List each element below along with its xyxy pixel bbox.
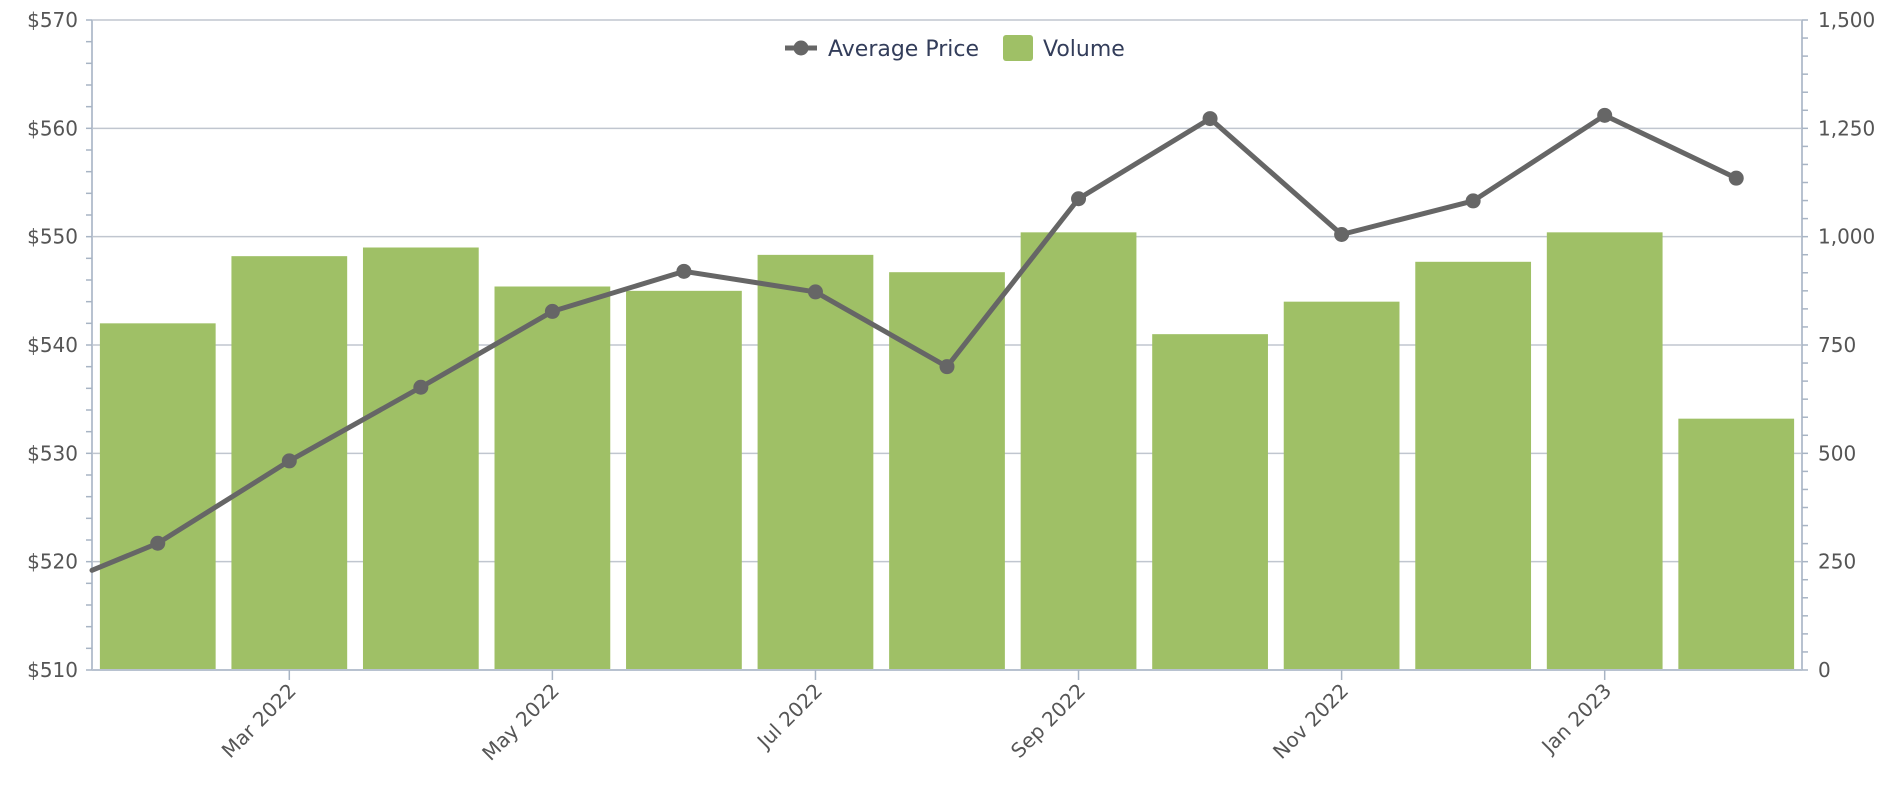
volume-bar [1546, 232, 1663, 671]
average-price-line [89, 107, 1744, 573]
right-y-tick-label: 0 [1818, 658, 1831, 682]
legend-item-volume[interactable]: Volume [1003, 35, 1125, 62]
average-price-point [544, 303, 560, 319]
legend-bar-swatch [1003, 35, 1033, 61]
volume-bar [626, 290, 742, 670]
right-y-tick-label: 250 [1818, 550, 1856, 574]
volume-bar [1415, 261, 1532, 670]
volume-bar [1678, 418, 1795, 670]
left-y-tick-label: $510 [27, 658, 78, 682]
average-price-point [1202, 111, 1218, 127]
average-price-point [1597, 107, 1613, 123]
average-price-point [939, 359, 955, 375]
volume-bars [99, 232, 1795, 671]
left-y-tick-label: $570 [27, 8, 78, 32]
average-price-point [1071, 191, 1087, 207]
left-y-tick-label: $540 [27, 333, 78, 357]
volume-bar [1152, 334, 1268, 670]
x-tick-label: Jan 2023 [1536, 679, 1617, 760]
average-price-point [150, 535, 166, 551]
volume-bar [494, 286, 611, 670]
right-y-tick-label: 1,000 [1818, 225, 1875, 249]
right-y-tick-label: 1,500 [1818, 8, 1875, 32]
legend-marker [793, 40, 809, 56]
volume-bar [99, 323, 216, 670]
left-y-tick-label: $520 [27, 550, 78, 574]
average-price-point [413, 379, 429, 395]
average-price-point [807, 284, 823, 300]
average-price-point [1334, 227, 1350, 242]
left-y-tick-label: $560 [27, 116, 78, 140]
x-tick-label: Sep 2022 [1006, 679, 1090, 763]
average-price-point [676, 263, 692, 279]
x-tick-label: Mar 2022 [217, 679, 301, 763]
x-tick-label: May 2022 [477, 679, 564, 766]
volume-bar [1283, 301, 1400, 670]
right-y-tick-label: 750 [1818, 333, 1856, 357]
legend-item-average-price[interactable]: Average Price [785, 37, 979, 62]
average-price-point [281, 453, 297, 469]
left-y-tick-label: $530 [27, 441, 78, 465]
average-price-point [1465, 193, 1481, 209]
legend-label: Average Price [828, 37, 979, 62]
legend-label: Volume [1043, 37, 1125, 62]
volume-bar [1020, 232, 1137, 671]
volume-bar [757, 254, 874, 670]
legend[interactable]: Average Price Volume [785, 35, 1125, 62]
right-y-tick-label: 1,250 [1818, 116, 1875, 140]
x-tick-label: Nov 2022 [1268, 679, 1353, 764]
x-tick-label: Jul 2022 [751, 679, 827, 755]
volume-bar [362, 247, 479, 670]
right-y-tick-label: 500 [1818, 441, 1856, 465]
volume-bar [889, 272, 1005, 670]
left-y-tick-label: $550 [27, 225, 78, 249]
average-price-point [1728, 170, 1744, 186]
average-price-line-path [89, 112, 1739, 573]
